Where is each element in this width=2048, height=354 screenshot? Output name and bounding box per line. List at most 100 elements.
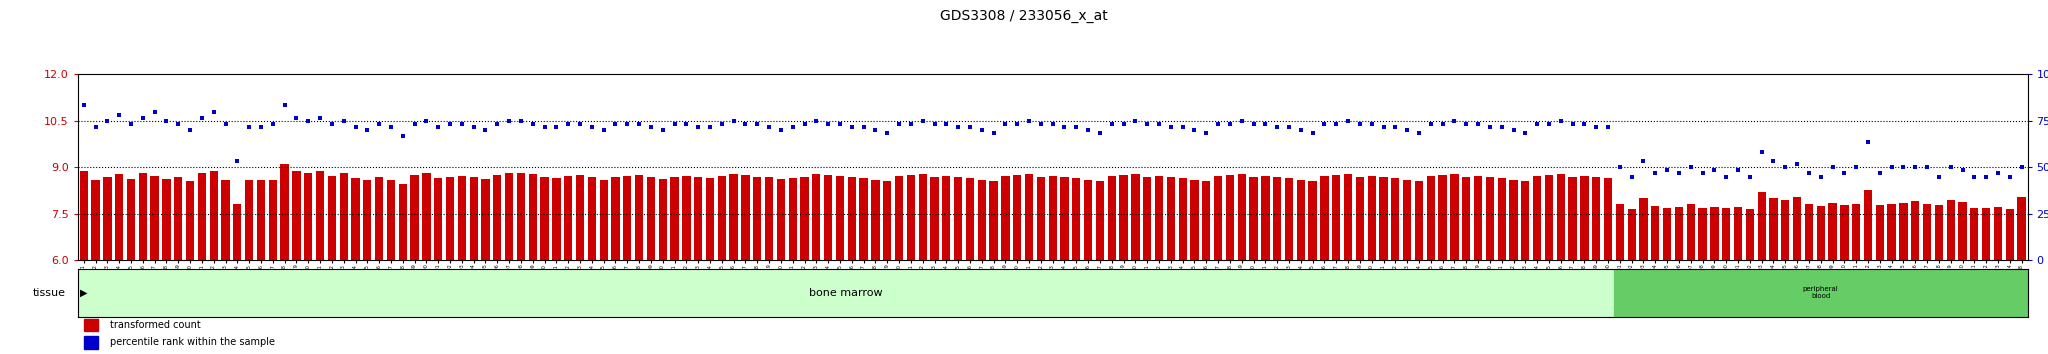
- Bar: [920, 174, 928, 260]
- Bar: [221, 180, 229, 260]
- Point: [1190, 130, 1223, 136]
- Point: [1450, 121, 1483, 127]
- Bar: [328, 176, 336, 260]
- Point: [1118, 118, 1151, 124]
- Point: [1061, 124, 1094, 130]
- Point: [410, 118, 442, 124]
- Point: [457, 124, 489, 130]
- Bar: [1522, 181, 1530, 260]
- Bar: [115, 175, 123, 260]
- Bar: [907, 175, 915, 260]
- Point: [1262, 124, 1294, 130]
- Bar: [387, 180, 395, 260]
- Bar: [1427, 176, 1436, 260]
- Point: [1331, 118, 1364, 124]
- Point: [1851, 139, 1884, 145]
- Point: [1626, 158, 1659, 164]
- Point: [469, 127, 502, 133]
- Point: [754, 124, 786, 130]
- Bar: [150, 176, 160, 260]
- Point: [1485, 124, 1518, 130]
- Bar: [1569, 177, 1577, 260]
- Bar: [1792, 197, 1802, 260]
- Bar: [860, 178, 868, 260]
- Bar: [446, 177, 455, 260]
- Bar: [469, 177, 477, 260]
- Point: [350, 127, 383, 133]
- Bar: [1108, 176, 1116, 260]
- Bar: [1036, 177, 1044, 260]
- Point: [1509, 130, 1542, 136]
- Bar: [410, 175, 418, 260]
- Bar: [1544, 175, 1552, 260]
- Point: [281, 115, 313, 120]
- Point: [541, 124, 573, 130]
- Point: [647, 127, 680, 133]
- Point: [1839, 164, 1872, 170]
- Point: [1638, 171, 1671, 176]
- Bar: [647, 177, 655, 260]
- Point: [1651, 167, 1683, 173]
- Point: [1722, 167, 1755, 173]
- Point: [340, 124, 373, 130]
- Bar: [1782, 200, 1790, 260]
- Bar: [1851, 204, 1860, 260]
- Bar: [754, 177, 762, 260]
- Bar: [1888, 205, 1896, 260]
- Point: [1343, 121, 1376, 127]
- Point: [1415, 121, 1448, 127]
- Bar: [1274, 177, 1282, 260]
- Point: [1864, 171, 1896, 176]
- Point: [1698, 167, 1731, 173]
- Bar: [1628, 209, 1636, 260]
- Bar: [352, 178, 360, 260]
- Bar: [1556, 174, 1565, 260]
- Bar: [612, 177, 621, 260]
- Bar: [506, 173, 514, 260]
- Bar: [1415, 181, 1423, 260]
- Point: [1993, 174, 2025, 179]
- Point: [1958, 174, 1991, 179]
- Point: [1970, 174, 2003, 179]
- Point: [1663, 171, 1696, 176]
- Bar: [399, 184, 408, 260]
- Bar: [1651, 206, 1659, 260]
- Point: [1178, 127, 1210, 133]
- Bar: [1073, 178, 1081, 260]
- Point: [1473, 124, 1505, 130]
- Bar: [139, 173, 147, 260]
- Bar: [84, 319, 98, 331]
- Bar: [930, 177, 938, 260]
- Bar: [1876, 205, 1884, 260]
- Point: [954, 124, 987, 130]
- Bar: [127, 179, 135, 260]
- Bar: [1898, 203, 1907, 260]
- Point: [1108, 121, 1141, 127]
- Point: [446, 121, 479, 127]
- Bar: [1061, 177, 1069, 260]
- Bar: [1321, 176, 1329, 260]
- Bar: [575, 175, 584, 260]
- Bar: [233, 205, 242, 260]
- Bar: [848, 177, 856, 260]
- Bar: [776, 179, 784, 260]
- Point: [741, 121, 774, 127]
- Point: [1462, 121, 1495, 127]
- Bar: [1155, 176, 1163, 260]
- Bar: [1982, 208, 1991, 260]
- Point: [1165, 124, 1198, 130]
- Point: [434, 121, 467, 127]
- Point: [895, 121, 928, 127]
- Bar: [717, 176, 725, 260]
- Bar: [1497, 178, 1505, 260]
- Point: [764, 127, 797, 133]
- Bar: [1614, 269, 2028, 317]
- Bar: [1001, 176, 1010, 260]
- Point: [1001, 121, 1034, 127]
- Bar: [84, 336, 98, 349]
- Point: [811, 121, 844, 127]
- Point: [1225, 118, 1257, 124]
- Point: [1792, 171, 1825, 176]
- Bar: [1309, 181, 1317, 260]
- Point: [1616, 174, 1649, 179]
